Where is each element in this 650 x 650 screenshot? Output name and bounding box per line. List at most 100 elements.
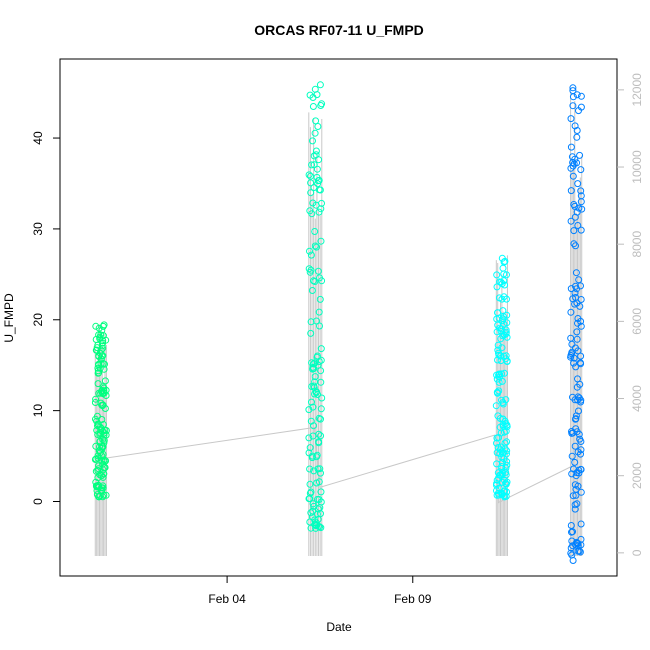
- data-point: [307, 417, 315, 425]
- data-point: [316, 322, 323, 330]
- data-point: [92, 442, 100, 450]
- data-point: [573, 91, 581, 99]
- data-point: [577, 465, 585, 473]
- data-point: [571, 122, 579, 130]
- data-point: [314, 180, 322, 188]
- data-point: [306, 465, 314, 473]
- data-point: [568, 528, 575, 536]
- data-point: [503, 450, 510, 458]
- data-point: [309, 500, 317, 508]
- data-point: [311, 378, 319, 386]
- data-point: [570, 227, 578, 235]
- data-point: [99, 383, 107, 391]
- data-point: [577, 198, 585, 206]
- data-point: [493, 439, 500, 447]
- data-point: [316, 81, 324, 89]
- data-point: [573, 159, 581, 167]
- data-point: [571, 501, 579, 509]
- data-point: [100, 365, 108, 373]
- data-point: [307, 318, 315, 326]
- data-point: [570, 359, 578, 367]
- series-flight-1: [91, 321, 110, 501]
- data-point: [306, 480, 314, 488]
- data-point: [94, 380, 102, 388]
- data-point: [496, 278, 504, 286]
- data-point: [576, 151, 584, 159]
- data-point: [98, 416, 106, 423]
- data-point: [317, 405, 325, 413]
- data-point: [577, 322, 585, 330]
- y2-tick-label: 12000: [630, 73, 644, 107]
- data-point: [572, 491, 580, 499]
- data-point: [572, 282, 579, 290]
- data-point: [494, 444, 502, 451]
- data-point: [92, 395, 100, 403]
- data-point: [502, 355, 510, 363]
- data-point: [574, 448, 582, 456]
- y-tick-label: 10: [31, 404, 45, 418]
- data-point: [309, 432, 317, 440]
- data-point: [577, 317, 585, 325]
- y2-tick-label: 0: [630, 549, 644, 556]
- data-point: [98, 342, 106, 350]
- data-point: [503, 447, 511, 455]
- data-point: [500, 428, 508, 436]
- data-point: [577, 92, 585, 100]
- data-point: [569, 84, 577, 92]
- data-point: [568, 470, 576, 478]
- data-point: [100, 431, 108, 439]
- plot-area: [91, 81, 586, 564]
- data-point: [311, 373, 319, 381]
- data-point: [502, 396, 510, 404]
- data-point: [500, 277, 508, 285]
- data-point: [101, 426, 109, 434]
- data-point: [573, 538, 581, 546]
- data-point: [502, 464, 510, 472]
- data-point: [577, 187, 585, 195]
- data-point: [577, 103, 585, 111]
- data-point: [574, 482, 582, 490]
- data-point: [307, 251, 315, 259]
- data-point: [571, 155, 579, 163]
- chart-title: ORCAS RF07-11 U_FMPD: [254, 22, 424, 38]
- data-point: [317, 205, 325, 213]
- data-point: [494, 341, 502, 349]
- data-point: [577, 450, 584, 458]
- data-point: [571, 300, 579, 308]
- data-point: [310, 360, 317, 368]
- data-point: [576, 548, 584, 556]
- data-point: [313, 243, 320, 251]
- data-point: [493, 449, 501, 457]
- data-point: [308, 398, 315, 406]
- data-point: [306, 444, 314, 452]
- data-point: [493, 434, 501, 442]
- data-point: [318, 394, 326, 402]
- data-point: [499, 264, 507, 272]
- y2-axis: 0 2000 4000 6000 8000 10000 12000: [617, 73, 644, 556]
- data-point: [568, 452, 576, 460]
- data-point: [315, 496, 323, 503]
- data-point: [494, 469, 502, 477]
- data-point: [498, 465, 506, 472]
- data-point: [305, 434, 313, 442]
- data-point: [502, 480, 510, 487]
- y2-tick-label: 10000: [630, 150, 644, 184]
- data-point: [102, 491, 110, 499]
- data-point: [306, 207, 314, 215]
- data-point: [307, 488, 315, 496]
- data-point: [577, 488, 585, 496]
- data-point: [577, 226, 585, 234]
- data-point: [317, 415, 324, 423]
- data-point: [97, 389, 105, 397]
- data-point: [311, 242, 319, 250]
- data-point: [501, 257, 509, 265]
- y2-tick-label: 2000: [630, 462, 644, 489]
- data-point: [95, 465, 102, 473]
- data-point: [99, 332, 107, 340]
- data-point: [314, 123, 322, 130]
- data-point: [497, 443, 505, 451]
- data-point: [495, 351, 503, 359]
- y-axis: 0 10 20 30 40: [31, 131, 60, 505]
- data-point: [577, 352, 585, 360]
- data-point: [576, 359, 584, 367]
